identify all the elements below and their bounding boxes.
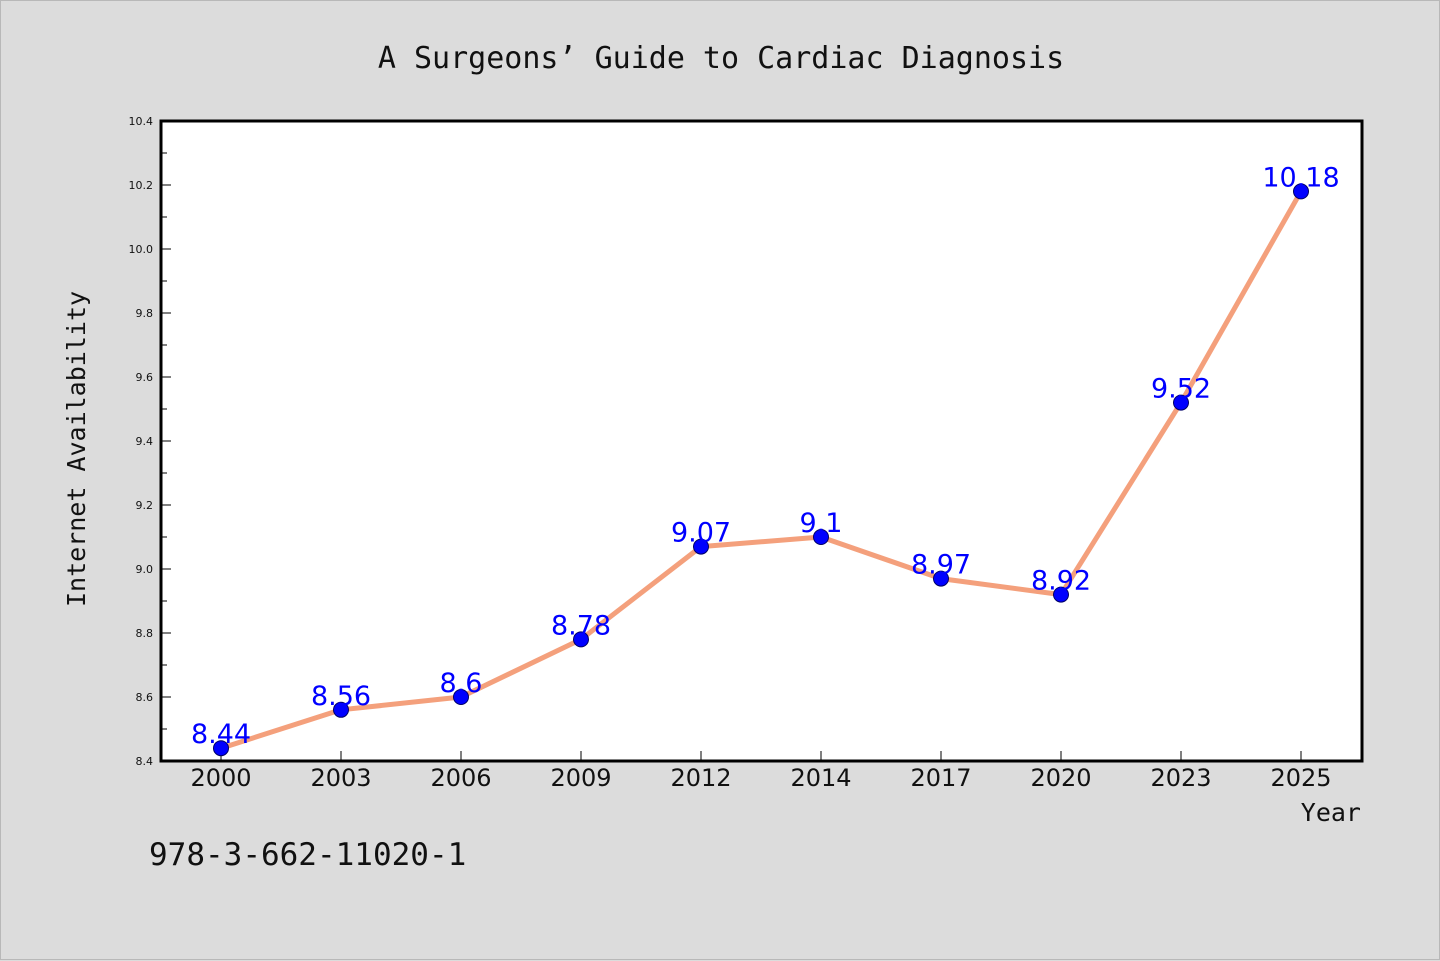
- x-tick-label: 2014: [790, 764, 851, 792]
- isbn-text: 978-3-662-11020-1: [149, 837, 466, 873]
- y-tick-label: 9.0: [136, 563, 154, 576]
- y-tick-label: 10.4: [129, 115, 154, 128]
- y-tick-label: 8.4: [136, 755, 154, 768]
- x-axis-label: Year: [1301, 798, 1361, 827]
- x-tick-label: 2009: [550, 764, 611, 792]
- x-tick-label: 2023: [1150, 764, 1211, 792]
- x-tick-label: 2012: [670, 764, 731, 792]
- x-tick-label: 2000: [190, 764, 251, 792]
- y-axis-label: Internet Availability: [62, 291, 91, 607]
- data-label: 9.1: [800, 508, 843, 539]
- data-label: 8.78: [551, 610, 611, 641]
- data-point: [1293, 183, 1309, 200]
- y-tick-label: 8.6: [136, 691, 154, 704]
- data-point: [693, 538, 709, 555]
- x-tick-label: 2017: [910, 764, 971, 792]
- data-label: 8.92: [1031, 566, 1091, 597]
- data-label: 10.18: [1262, 162, 1339, 193]
- series-line-path: [218, 188, 1304, 751]
- data-label: 8.44: [191, 719, 251, 750]
- y-tick-label: 8.8: [136, 627, 154, 640]
- data-label: 8.97: [911, 550, 971, 581]
- x-tick-label: 2006: [430, 764, 491, 792]
- data-point: [213, 740, 229, 757]
- y-tick-label: 9.8: [136, 307, 154, 320]
- x-tick-label: 2020: [1030, 764, 1091, 792]
- series-points: [213, 183, 1309, 757]
- data-point: [1053, 586, 1069, 603]
- x-tick-label: 2003: [310, 764, 371, 792]
- data-label: 9.07: [671, 518, 731, 549]
- y-tick-label: 9.4: [136, 435, 154, 448]
- series-data-labels: 8.44 8.56 8.6 8.78 9.07 9.1 8.97 8.92 9.52 10.18: [191, 162, 1340, 750]
- chart-title: A Surgeons’ Guide to Cardiac Diagnosis: [378, 41, 1064, 76]
- series-line: [218, 188, 1304, 751]
- y-tick-label: 9.6: [136, 371, 154, 384]
- x-tick-label: 2025: [1270, 764, 1331, 792]
- y-tick-label: 10.0: [129, 243, 154, 256]
- x-axis-ticks: 2000 2003 2006 2009 2012 2014 2017 2020 2023 2025: [190, 751, 1332, 792]
- data-point: [1173, 394, 1189, 411]
- y-axis-ticks: 8.4 8.6 8.8 9.0 9.2 9.4 9.6 9.8 10.0 10.2 10.4: [129, 115, 171, 768]
- plot-area: [159, 119, 1364, 763]
- data-point: [453, 689, 469, 705]
- y-tick-label: 9.2: [136, 499, 154, 512]
- y-tick-label: 10.2: [129, 179, 154, 192]
- data-point: [333, 701, 349, 718]
- data-label: 8.6: [440, 668, 483, 699]
- data-point: [573, 631, 589, 648]
- data-point: [933, 570, 949, 587]
- data-label: 9.52: [1151, 374, 1211, 405]
- data-label: 8.56: [311, 681, 371, 712]
- data-point: [813, 529, 829, 545]
